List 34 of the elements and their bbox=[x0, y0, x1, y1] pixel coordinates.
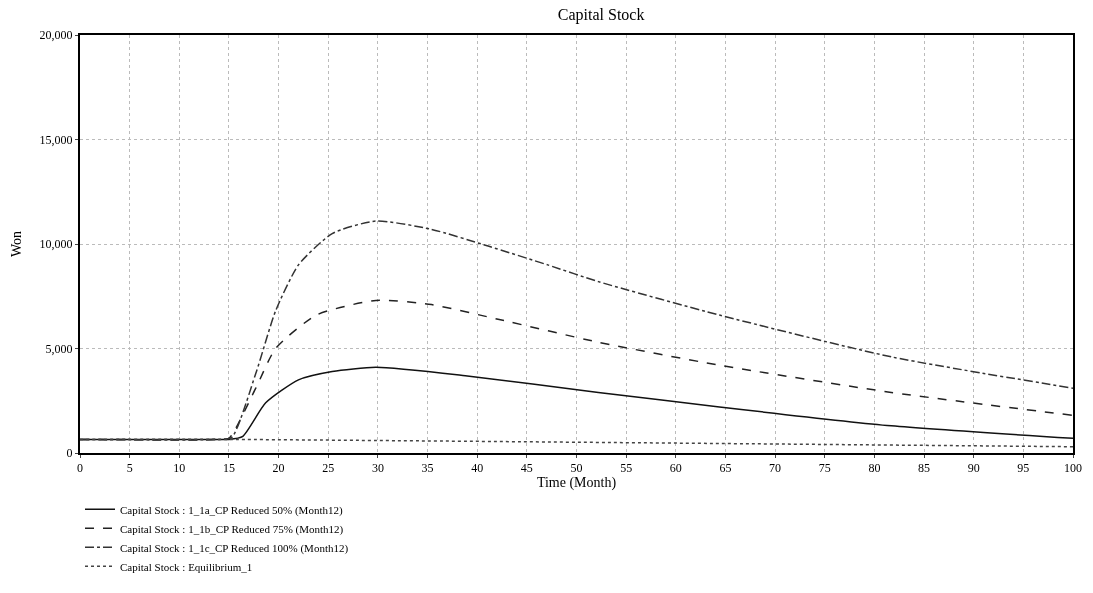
x-tick-label: 45 bbox=[520, 461, 533, 476]
chart-title: Capital Stock bbox=[557, 6, 645, 25]
x-tick-label: 80 bbox=[868, 461, 881, 476]
x-tick-label: 10 bbox=[173, 461, 186, 476]
y-tick-label: 5,000 bbox=[45, 341, 73, 356]
legend-label: Capital Stock : 1_1c_CP Reduced 100% (Month12) bbox=[120, 541, 349, 555]
x-tick-label: 30 bbox=[371, 461, 384, 476]
x-tick-label: 20 bbox=[272, 461, 285, 476]
x-axis-title: Time (Month) bbox=[536, 475, 617, 492]
y-tick-label: 10,000 bbox=[39, 237, 73, 252]
x-tick-label: 25 bbox=[322, 461, 335, 476]
x-tick-label: 65 bbox=[719, 461, 732, 476]
legend-label: Capital Stock : Equilibrium_1 bbox=[120, 560, 253, 573]
x-tick-label: 5 bbox=[126, 461, 133, 476]
x-tick-label: 35 bbox=[421, 461, 434, 476]
y-tick-label: 20,000 bbox=[39, 28, 73, 43]
x-tick-label: 100 bbox=[1064, 461, 1082, 476]
x-tick-label: 40 bbox=[471, 461, 484, 476]
x-tick-label: 55 bbox=[620, 461, 633, 476]
legend-label: Capital Stock : 1_1b_CP Reduced 75% (Month12) bbox=[120, 522, 344, 536]
x-tick-label: 0 bbox=[77, 461, 83, 476]
x-tick-label: 70 bbox=[769, 461, 782, 476]
x-tick-label: 75 bbox=[818, 461, 831, 476]
y-axis-title: Won bbox=[8, 230, 24, 258]
x-tick-label: 60 bbox=[669, 461, 682, 476]
y-tick-label: 0 bbox=[66, 446, 73, 461]
x-tick-label: 50 bbox=[570, 461, 583, 476]
x-tick-label: 90 bbox=[967, 461, 980, 476]
y-tick-label: 15,000 bbox=[39, 132, 73, 147]
x-tick-label: 85 bbox=[918, 461, 931, 476]
x-tick-label: 15 bbox=[222, 461, 235, 476]
legend-label: Capital Stock : 1_1a_CP Reduced 50% (Month12) bbox=[120, 503, 343, 517]
line-series bbox=[80, 220, 1073, 441]
x-tick-label: 95 bbox=[1017, 461, 1030, 476]
